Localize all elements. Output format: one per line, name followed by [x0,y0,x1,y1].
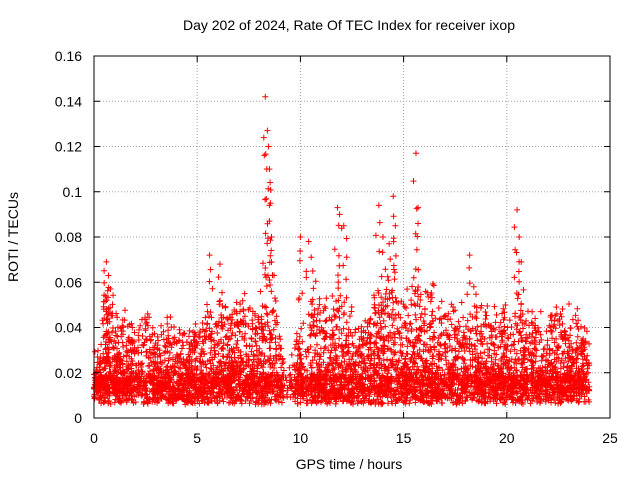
roti-peak-point [267,200,274,207]
roti-peak-point [206,252,213,259]
roti-peak-trail [410,178,420,333]
roti-peak-point [392,222,399,229]
roti-peak-trail [389,238,402,337]
roti-peak-point [470,283,477,290]
roti-peak-point [412,150,419,157]
roti-peak-point [415,204,422,211]
roti-peak-point [386,240,393,247]
y-tick-label: 0.14 [55,93,82,109]
roti-peak-point [204,308,211,315]
y-tick-label: 0.08 [55,229,82,245]
roti-peak-point [216,261,223,268]
roti-peak-trail [188,331,200,350]
roti-peak-trail [372,219,384,347]
roti-peak-point [297,234,304,240]
roti-peak-trail [384,256,395,336]
roti-peak-trail [515,268,527,339]
roti-peak-point [514,206,521,213]
roti-peak-trail [262,151,274,283]
points-layer [91,93,593,408]
roti-peak-trail [378,249,389,314]
roti-data-points [91,281,593,408]
roti-peak-trail [105,292,117,353]
roti-peak-trail [100,267,113,342]
roti-peak-trail [556,316,566,343]
roti-peak-point [375,202,382,209]
y-tick-label: 0.06 [55,274,82,290]
y-tick-label: 0.1 [63,184,83,200]
roti-peak-point [466,252,473,259]
roti-peak-trail [206,266,216,335]
x-tick-label: 25 [602,430,618,446]
roti-peak-trail [260,134,271,278]
roti-peak-point [144,310,151,317]
roti-peak-trail [464,264,474,335]
x-axis-label: GPS time / hours [295,456,403,472]
roti-peak-point [107,286,114,293]
roti-peak-trail [215,274,226,345]
roti-peak-trail [266,247,277,346]
x-tick-label: 15 [396,430,412,446]
roti-peak-point [265,143,272,150]
roti-peak-trail [551,311,561,350]
x-tick-label: 10 [293,430,309,446]
roti-peak-point [516,234,523,240]
y-tick-label: 0.02 [55,365,82,381]
roti-peak-trail [340,235,350,316]
roti-peak-point [190,329,197,336]
chart-title: Day 202 of 2024, Rate Of TEC Index for r… [182,17,516,33]
roti-peak-point [305,238,312,245]
roti-peak-trail [295,248,307,327]
y-tick-label: 0.16 [55,48,82,64]
roti-peak-point [266,166,273,173]
roti-peak-trail [103,284,113,337]
roti-peak-trail [412,220,423,310]
ticks: 0 5 10 15 20 25 0 0.02 0.04 0.06 0.08 0.1 0.12 0.14 0.… [55,48,618,446]
roti-peak-point [105,272,112,279]
y-tick-label: 0.04 [55,320,82,336]
x-tick-label: 0 [90,430,98,446]
roti-peak-trail [468,291,480,349]
roti-peak-point [390,193,397,200]
roti-peak-trail [331,222,344,304]
y-tick-label: 0 [74,410,82,426]
roti-peak-point [553,304,560,311]
roti-peak-trail [578,337,589,351]
roti-peak-trail [142,314,153,343]
x-tick-label: 20 [499,430,515,446]
roti-peak-trail [308,278,319,329]
roti-peak-trail [202,314,214,341]
roti-peak-trail [239,297,249,337]
roti-peak-trail [263,185,274,317]
roti-peak-point [268,234,275,240]
y-tick-label: 0.12 [55,139,82,155]
roti-peak-point [336,211,343,218]
roti-peak-point [340,222,347,229]
roti-peak-point [103,258,110,265]
roti-peak-point [379,234,386,240]
roti-peak-point [518,258,525,265]
roti-peak-point [309,267,316,274]
roti-peak-point [334,204,341,211]
x-tick-label: 5 [193,430,201,446]
roti-peak-point [262,93,269,100]
roti-peak-trail [388,213,398,318]
roti-peak-point [264,127,271,134]
roti-peak-trail [335,225,345,315]
roti-peak-point [557,310,564,317]
roti-peak-trail [511,224,523,327]
roti-peak-point [241,290,248,297]
